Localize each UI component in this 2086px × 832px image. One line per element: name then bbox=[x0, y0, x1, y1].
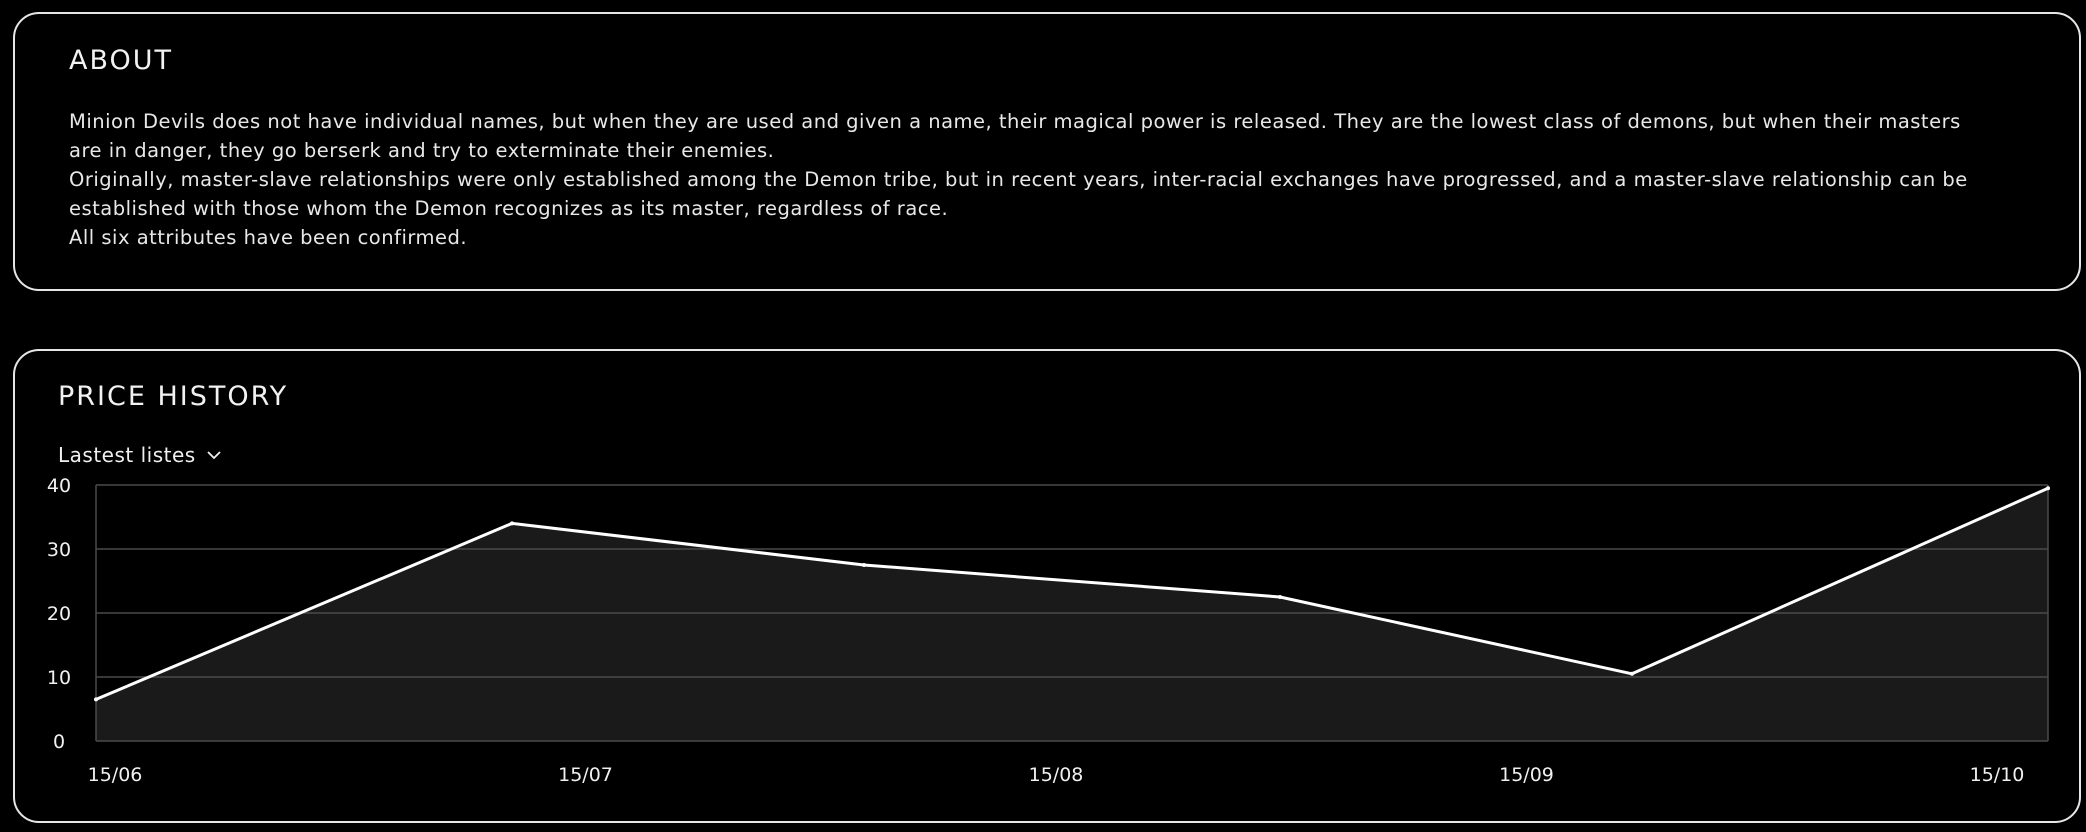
price-history-title: PRICE HISTORY bbox=[58, 381, 289, 412]
y-tick-label-0: 0 bbox=[53, 731, 65, 753]
x-tick-label-2: 15/08 bbox=[1029, 764, 1084, 786]
x-tick-label-3: 15/09 bbox=[1499, 764, 1554, 786]
price-point-0 bbox=[94, 697, 98, 702]
about-description: Minion Devils does not have individual n… bbox=[69, 107, 1989, 252]
price-area bbox=[96, 488, 2048, 741]
price-point-2 bbox=[862, 563, 866, 567]
dropdown-label: Lastest listes bbox=[58, 443, 196, 467]
y-tick-label-30: 30 bbox=[47, 539, 71, 561]
price-history-chart: 0 10 20 30 40 15/06 15/07 15/08 15/09 15/10 bbox=[47, 475, 2050, 786]
listing-filter-dropdown[interactable]: Lastest listes bbox=[58, 443, 222, 467]
price-point-1 bbox=[510, 521, 514, 526]
x-tick-label-4: 15/10 bbox=[1970, 764, 2025, 786]
about-paragraph-2: Originally, master-slave relationships w… bbox=[69, 168, 1968, 220]
y-tick-label-10: 10 bbox=[47, 667, 71, 689]
about-paragraph-3: All six attributes have been confirmed. bbox=[69, 226, 468, 249]
x-tick-label-1: 15/07 bbox=[558, 764, 613, 786]
price-line bbox=[95, 486, 2049, 701]
price-point-5 bbox=[2046, 486, 2050, 491]
y-tick-label-40: 40 bbox=[47, 475, 71, 497]
price-point-4 bbox=[1630, 671, 1634, 676]
about-title: ABOUT bbox=[69, 45, 174, 76]
about-paragraph-1: Minion Devils does not have individual n… bbox=[69, 110, 1961, 162]
chevron-down-icon bbox=[207, 451, 221, 460]
x-tick-label-0: 15/06 bbox=[88, 764, 143, 786]
y-tick-label-20: 20 bbox=[47, 603, 71, 625]
price-history-panel: PRICE HISTORY Lastest listes 0 10 20 30 40 15… bbox=[13, 349, 2081, 823]
about-panel: ABOUT Minion Devils does not have indivi… bbox=[13, 12, 2081, 291]
price-point-3 bbox=[1278, 595, 1282, 599]
